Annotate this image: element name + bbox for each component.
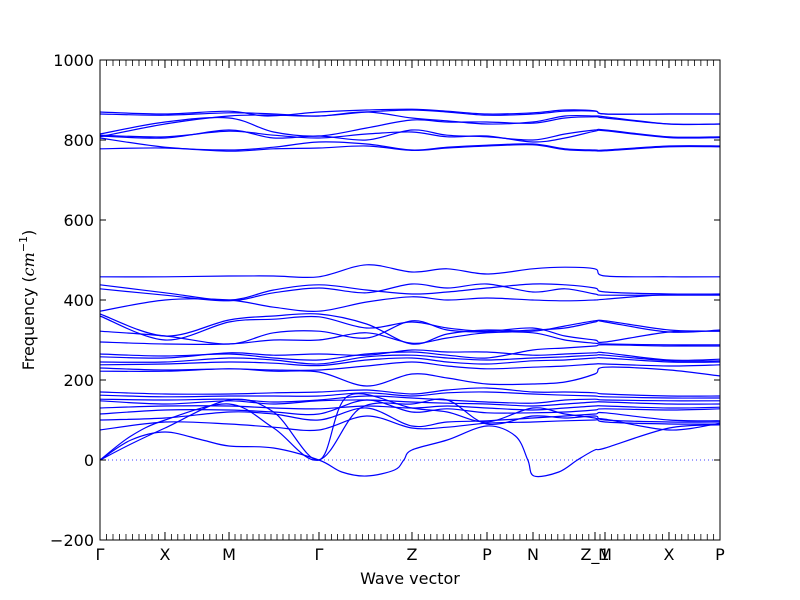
x-tick-label: Γ bbox=[315, 545, 324, 564]
y-axis-label: Frequency (cm−1) bbox=[17, 230, 38, 371]
x-tick-label: Γ bbox=[96, 545, 105, 564]
band-line-4 bbox=[99, 116, 721, 137]
band-line-26 bbox=[99, 399, 721, 407]
x-tick-label: M bbox=[222, 545, 236, 564]
y-tick-label: 200 bbox=[63, 371, 94, 390]
band-line-23 bbox=[99, 387, 721, 397]
band-line-6 bbox=[99, 129, 721, 143]
band-line-16 bbox=[99, 331, 721, 346]
x-tick-label: P bbox=[482, 545, 492, 564]
y-axis-ticks: −200 0 200 400 600 800 1000 bbox=[50, 51, 720, 550]
band-line-32 bbox=[99, 393, 721, 461]
x-axis-label: Wave vector bbox=[360, 569, 460, 588]
x-axis-ticks: Γ X M Γ Z P N Z_1M X P bbox=[96, 60, 725, 565]
band-line-7 bbox=[99, 137, 721, 151]
x-tick-label: X bbox=[663, 545, 674, 564]
x-tick-label: N bbox=[527, 545, 539, 564]
band-line-15 bbox=[99, 319, 721, 345]
band-line-31 bbox=[99, 398, 721, 461]
band-line-17 bbox=[99, 344, 721, 361]
band-line-5 bbox=[99, 128, 721, 141]
band-line-24 bbox=[99, 391, 721, 399]
y-axis-label-suffix: ) bbox=[19, 230, 38, 236]
y-tick-label: 1000 bbox=[53, 51, 94, 70]
x-tick-label: P bbox=[715, 545, 725, 564]
y-tick-label: −200 bbox=[50, 531, 94, 550]
y-axis-label-unit-exponent: −1 bbox=[17, 236, 30, 252]
band-line-28 bbox=[99, 399, 721, 416]
band-line-20 bbox=[99, 357, 721, 367]
band-line-29 bbox=[99, 407, 721, 428]
phonon-bands bbox=[99, 108, 721, 478]
band-line-2 bbox=[99, 109, 720, 117]
x-tick-label: Z bbox=[406, 545, 417, 564]
y-axis-label-prefix: Frequency ( bbox=[19, 276, 38, 370]
x-tick-label: Z_1 bbox=[580, 545, 609, 565]
band-line-18 bbox=[99, 349, 721, 361]
x-tick-label: M bbox=[598, 545, 612, 564]
y-tick-label: 0 bbox=[84, 451, 94, 470]
band-line-13 bbox=[99, 313, 721, 345]
band-line-9 bbox=[99, 264, 721, 279]
band-line-19 bbox=[99, 354, 721, 365]
band-line-10 bbox=[99, 283, 721, 301]
band-line-22 bbox=[99, 366, 721, 387]
band-line-33 bbox=[99, 424, 721, 478]
x-tick-label: X bbox=[159, 545, 170, 564]
band-line-12 bbox=[99, 293, 721, 312]
y-tick-label: 400 bbox=[63, 291, 94, 310]
plot-frame bbox=[99, 59, 721, 541]
band-line-14 bbox=[99, 315, 721, 343]
y-tick-label: 800 bbox=[63, 131, 94, 150]
band-line-3 bbox=[99, 111, 721, 138]
y-axis-label-unit: cm bbox=[19, 252, 38, 276]
band-line-8 bbox=[99, 144, 721, 152]
y-tick-label: 600 bbox=[63, 211, 94, 230]
